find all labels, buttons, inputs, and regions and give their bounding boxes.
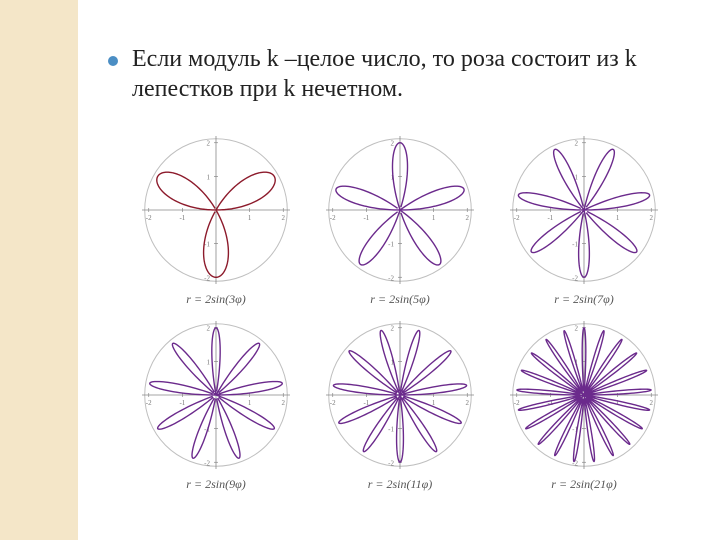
svg-text:-2: -2: [204, 459, 210, 467]
rose-caption: r = 2sin(3φ): [186, 292, 245, 307]
rose-caption: r = 2sin(21φ): [551, 477, 616, 492]
svg-text:2: 2: [650, 399, 654, 407]
rose-caption: r = 2sin(5φ): [370, 292, 429, 307]
svg-text:-2: -2: [146, 214, 152, 222]
svg-text:1: 1: [248, 214, 252, 222]
svg-text:2: 2: [575, 325, 579, 333]
rose-chart-k21: -2-2-1-11122r = 2sin(21φ): [498, 315, 670, 492]
rose-svg: -2-2-1-11122: [504, 130, 664, 290]
rose-svg: -2-2-1-11122: [320, 315, 480, 475]
svg-text:2: 2: [650, 214, 654, 222]
svg-text:-2: -2: [330, 214, 336, 222]
rose-chart-k3: -2-2-1-11122r = 2sin(3φ): [130, 130, 302, 307]
svg-text:-2: -2: [388, 274, 394, 282]
svg-text:-1: -1: [363, 214, 369, 222]
svg-text:2: 2: [282, 214, 286, 222]
svg-text:-1: -1: [179, 399, 185, 407]
svg-text:-2: -2: [514, 399, 520, 407]
svg-text:-2: -2: [514, 214, 520, 222]
rose-chart-k11: -2-2-1-11122r = 2sin(11φ): [314, 315, 486, 492]
svg-text:2: 2: [391, 325, 395, 333]
left-accent-band: [0, 0, 78, 540]
rose-caption: r = 2sin(7φ): [554, 292, 613, 307]
rose-chart-k9: -2-2-1-11122r = 2sin(9φ): [130, 315, 302, 492]
svg-text:-1: -1: [547, 214, 553, 222]
svg-text:1: 1: [432, 214, 436, 222]
svg-text:-1: -1: [179, 214, 185, 222]
rose-svg: -2-2-1-11122: [136, 130, 296, 290]
rose-svg: -2-2-1-11122: [504, 315, 664, 475]
svg-text:2: 2: [207, 140, 211, 148]
svg-text:2: 2: [391, 140, 395, 148]
svg-text:-1: -1: [388, 426, 394, 434]
rose-svg: -2-2-1-11122: [136, 315, 296, 475]
svg-text:2: 2: [466, 214, 470, 222]
svg-text:1: 1: [207, 358, 211, 366]
svg-text:-2: -2: [146, 399, 152, 407]
rose-grid: -2 -2 -1 -1 1 1 2 2 r = 2sin(3φ) -2 -2 -1 -1 1 1 2 2 r = …: [130, 130, 670, 492]
rose-chart-k5: -2-2-1-11122r = 2sin(5φ): [314, 130, 486, 307]
svg-text:1: 1: [248, 399, 252, 407]
svg-text:2: 2: [575, 140, 579, 148]
svg-text:-1: -1: [572, 241, 578, 249]
svg-text:-2: -2: [388, 459, 394, 467]
slide: Если модуль k –целое число, то роза сост…: [0, 0, 720, 540]
bullet-row: Если модуль k –целое число, то роза сост…: [108, 44, 680, 104]
svg-text:2: 2: [207, 325, 211, 333]
svg-text:-1: -1: [388, 241, 394, 249]
svg-text:-2: -2: [330, 399, 336, 407]
bullet-icon: [108, 56, 118, 66]
rose-caption: r = 2sin(9φ): [186, 477, 245, 492]
rose-chart-k7: -2-2-1-11122r = 2sin(7φ): [498, 130, 670, 307]
rose-caption: r = 2sin(11φ): [368, 477, 433, 492]
svg-text:1: 1: [616, 214, 620, 222]
svg-text:2: 2: [466, 399, 470, 407]
svg-text:2: 2: [282, 399, 286, 407]
svg-text:1: 1: [207, 173, 211, 181]
rose-svg: -2-2-1-11122: [320, 130, 480, 290]
svg-text:-2: -2: [204, 274, 210, 282]
svg-text:-2: -2: [572, 274, 578, 282]
bullet-text: Если модуль k –целое число, то роза сост…: [132, 44, 680, 104]
